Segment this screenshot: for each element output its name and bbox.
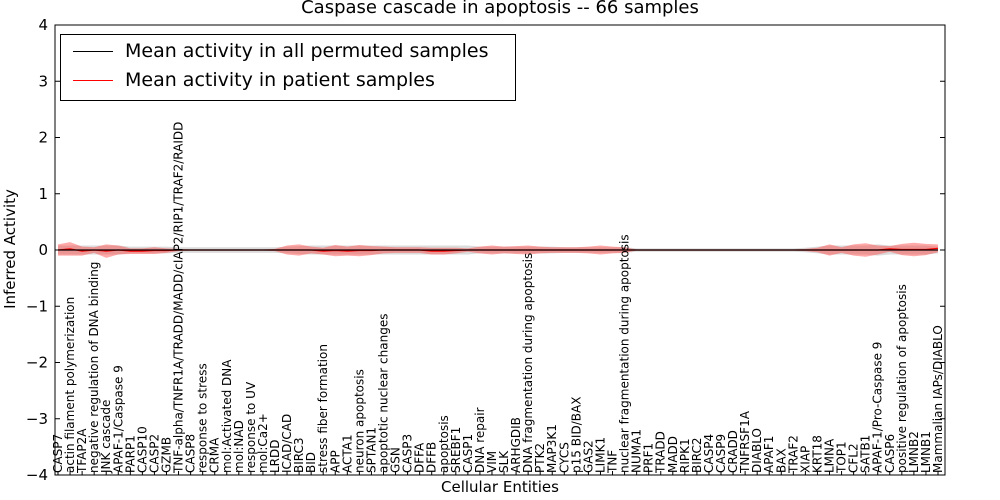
- y-tick-label: 4: [38, 16, 48, 34]
- x-tick-label: DFFA: [413, 442, 427, 473]
- x-tick-label: KRT18: [810, 435, 824, 473]
- x-tick-label: CASP9: [714, 434, 728, 473]
- x-tick-label: PRF1: [642, 443, 656, 473]
- legend-item-permuted: Mean activity in all permuted samples: [61, 39, 515, 63]
- x-tick-label: ARHGDIB: [509, 417, 523, 473]
- x-tick-label: XIAP: [798, 446, 812, 473]
- x-tick-label: CFL2: [847, 443, 861, 473]
- x-tick-label: TNFRSF1A: [738, 410, 752, 474]
- x-tick-label: SLK: [497, 450, 511, 473]
- x-tick-label: APAF-1/Caspase 9: [111, 365, 125, 473]
- x-tick-label: nuclear fragmentation during apoptosis: [618, 234, 632, 473]
- x-tick-label: CASP3: [401, 434, 415, 473]
- x-tick-label: actin filament polymerization: [63, 297, 77, 473]
- x-axis-label: Cellular Entities: [441, 478, 559, 496]
- x-tick-label: SPTAN1: [364, 427, 378, 473]
- legend-item-patient: Mean activity in patient samples: [61, 68, 515, 92]
- x-tick-label: DFFB: [425, 442, 439, 473]
- x-tick-label: RIPK1: [678, 438, 692, 473]
- x-tick-label: NUMA1: [630, 429, 644, 473]
- y-tick-label: 0: [38, 241, 48, 259]
- legend-label: Mean activity in all permuted samples: [125, 40, 489, 62]
- x-tick-label: BIRC2: [690, 437, 704, 473]
- y-axis: −4 −3 −2 −1 0 1 2 3 4: [26, 16, 945, 484]
- chart-title: Caspase cascade in apoptosis -- 66 sampl…: [301, 0, 699, 18]
- x-tick-label: BIRC3: [292, 437, 306, 473]
- x-tick-label: APAF1: [762, 436, 776, 473]
- y-axis-label: Inferred Activity: [1, 189, 19, 309]
- x-tick-label: CRMA: [208, 437, 222, 473]
- x-tick-label: TRADD: [654, 431, 668, 474]
- x-tick-label: CASP8: [184, 434, 198, 473]
- x-tick-label: DIABLO: [750, 428, 764, 473]
- x-tick-label: LMNB1: [919, 431, 933, 473]
- x-tick-label: LMNA: [823, 438, 837, 473]
- x-tick-label: DNA repair: [473, 407, 487, 473]
- x-tick-label: CASP4: [702, 434, 716, 473]
- y-tick-label: −1: [26, 297, 48, 315]
- legend-swatch-red: [73, 80, 113, 81]
- x-tick-label: PARP1: [123, 435, 137, 473]
- x-tick-label: CASP6: [883, 434, 897, 473]
- x-tick-label: JNK cascade: [99, 400, 113, 474]
- x-tick-label: CASP7: [51, 434, 65, 473]
- x-tick-label: VIM: [485, 451, 499, 473]
- x-tick-label: response to stress: [196, 363, 210, 473]
- x-tick-label: MADD: [666, 436, 680, 473]
- x-tick-label: neuron apoptosis: [352, 369, 366, 473]
- x-tick-label: TOP1: [835, 441, 849, 474]
- y-tick-label: −3: [26, 410, 48, 428]
- x-tick-label: TNF-alpha/TNFR1A/TRADD/MADD/cIAP2/RIP1/T…: [172, 122, 186, 474]
- x-tick-label: Mammalian IAPs/DIABLO: [931, 325, 945, 473]
- x-tick-label: SREBF1: [449, 427, 463, 473]
- y-tick-label: 1: [38, 185, 48, 203]
- x-tick-label: DNA fragmentation during apoptosis: [521, 253, 535, 473]
- y-tick-label: 3: [38, 72, 48, 90]
- x-tick-label: TRAF2: [786, 435, 800, 474]
- x-tick-label: LRDD: [268, 439, 282, 473]
- x-tick-label: apoptotic nuclear changes: [376, 314, 390, 473]
- x-tick-label: mol:Activated DNA: [220, 359, 234, 473]
- legend: Mean activity in all permuted samples Me…: [60, 34, 516, 101]
- x-tick-label: SATB1: [859, 435, 873, 473]
- y-tick-label: 2: [38, 129, 48, 147]
- x-tick-label: BID: [304, 452, 318, 473]
- y-tick-label: −4: [26, 466, 48, 484]
- x-tick-label: GSN: [389, 447, 403, 473]
- legend-swatch-black: [73, 51, 113, 52]
- x-tick-label: CASP2: [147, 434, 161, 473]
- x-tick-label: CASP10: [135, 426, 149, 473]
- x-tick-label: CRADD: [726, 430, 740, 473]
- x-tick-label: ACTA1: [340, 434, 354, 473]
- x-tick-label: mol:NAD: [232, 420, 246, 473]
- x-tick-label: PTK2: [533, 443, 547, 473]
- x-tick-label: GAS2: [581, 440, 595, 473]
- x-tick-label: mol:Ca2+: [256, 413, 270, 473]
- x-tick-label: p15 BID/BAX: [569, 397, 583, 473]
- x-tick-label: APAF-1/Pro-Caspase 9: [871, 342, 885, 473]
- x-tick-label: CYCS: [557, 442, 571, 473]
- x-tick-label: MAP3K1: [545, 424, 559, 473]
- legend-label: Mean activity in patient samples: [125, 69, 435, 91]
- y-tick-label: −2: [26, 354, 48, 372]
- x-tick-label: LIMK1: [593, 437, 607, 473]
- series-lines: [57, 247, 939, 252]
- x-tick-label: positive regulation of apoptosis: [895, 284, 909, 473]
- x-tick-label: negative regulation of DNA binding: [87, 262, 101, 473]
- x-tick-label: TNF: [606, 450, 620, 474]
- x-tick-label: LMNB2: [907, 431, 921, 473]
- x-tick-label: stress fiber formation: [316, 344, 330, 473]
- x-tick-label: apoptosis: [437, 415, 451, 473]
- x-tick-label: response to UV: [244, 381, 258, 473]
- x-tick-label: CASP1: [461, 434, 475, 473]
- x-tick-label: TFAP2A: [75, 428, 89, 474]
- x-tick-label: ICAD/CAD: [280, 414, 294, 473]
- x-tick-label: BAX: [774, 448, 788, 473]
- x-tick-label: GZMB: [159, 437, 173, 473]
- x-tick-label: APP: [328, 450, 342, 473]
